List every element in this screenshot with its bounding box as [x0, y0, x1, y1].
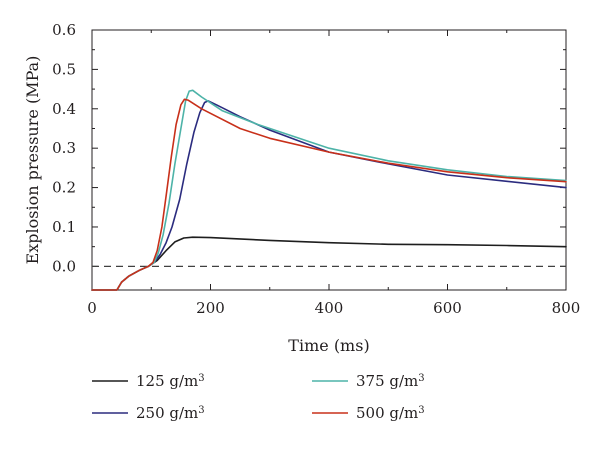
legend-label-superscript: 3: [418, 405, 424, 416]
x-axis-title: Time (ms): [288, 336, 369, 355]
y-tick-label: 0.5: [52, 60, 76, 78]
x-tick-label: 800: [552, 299, 581, 317]
series-line: [91, 100, 567, 291]
legend-label: 125 g/m3: [136, 372, 205, 390]
series-line: [91, 89, 567, 291]
legend-label-superscript: 3: [418, 373, 424, 384]
y-tick-labels: 0.0 0.1 0.2 0.3 0.4 0.5 0.6: [52, 21, 76, 275]
y-axis-title: Explosion pressure (MPa): [23, 56, 42, 265]
series-line: [91, 98, 567, 291]
legend-label-unit: 250 g/m: [136, 404, 198, 422]
y-tick-label: 0.4: [52, 100, 76, 118]
x-tick-label: 600: [433, 299, 462, 317]
legend-label-superscript: 3: [198, 373, 204, 384]
x-tick-label: 400: [315, 299, 344, 317]
series-lines: [91, 89, 567, 291]
x-tick-labels: 0 200 400 600 800: [87, 299, 580, 317]
x-tick-label: 0: [87, 299, 97, 317]
y-tick-label: 0.6: [52, 21, 76, 39]
legend-label: 250 g/m3: [136, 404, 205, 422]
legend-label: 375 g/m3: [356, 372, 425, 390]
legend-label-unit: 500 g/m: [356, 404, 418, 422]
legend-label: 500 g/m3: [356, 404, 425, 422]
plot-frame: [91, 29, 567, 291]
x-tick-label: 200: [196, 299, 225, 317]
y-tick-label: 0.2: [52, 179, 76, 197]
legend-label-superscript: 3: [198, 405, 204, 416]
legend-label-unit: 125 g/m: [136, 372, 198, 390]
axis-ticks: [91, 29, 567, 290]
legend-label-unit: 375 g/m: [356, 372, 418, 390]
y-tick-label: 0.1: [52, 218, 76, 236]
y-tick-label: 0.0: [52, 257, 76, 275]
y-tick-label: 0.3: [52, 139, 76, 157]
series-line: [91, 236, 567, 291]
